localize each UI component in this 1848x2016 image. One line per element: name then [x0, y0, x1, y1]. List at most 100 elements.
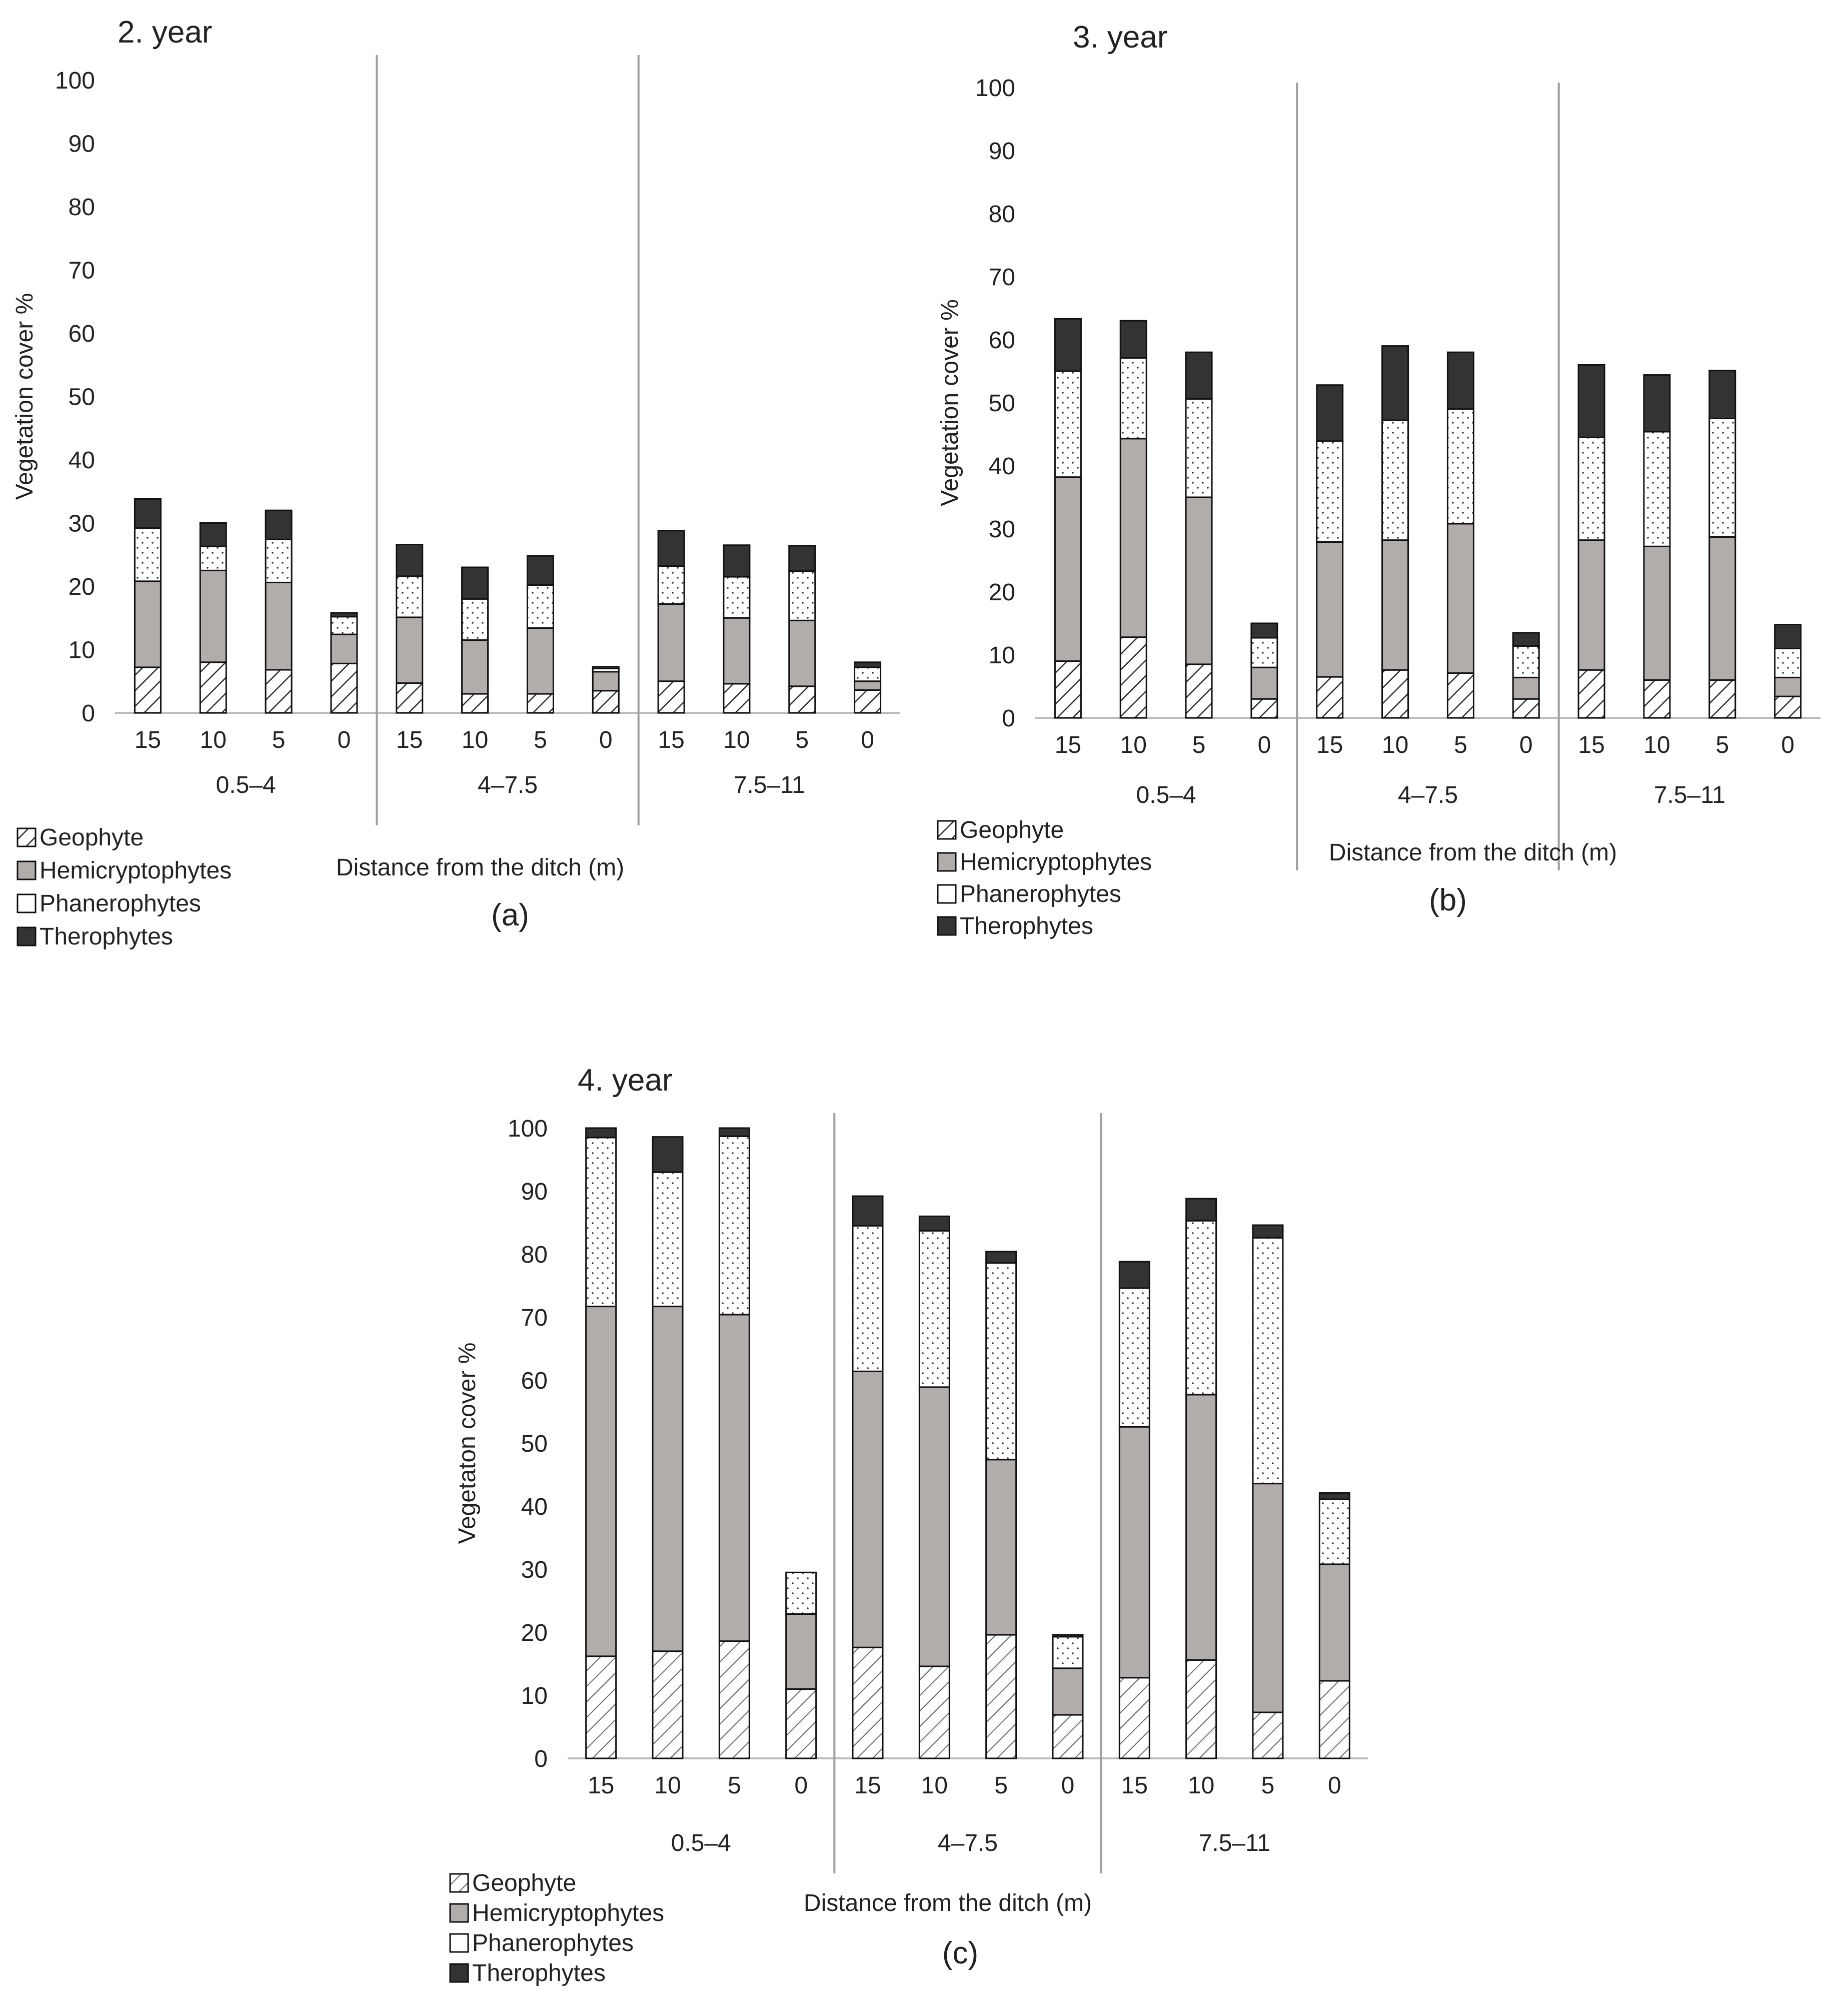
x-axis-label-a: Distance from the ditch (m): [336, 854, 624, 881]
y-tick-label-c-50: 50: [521, 1431, 548, 1457]
panel-label-b: (b): [1429, 883, 1467, 917]
y-tick-label-c-10: 10: [521, 1683, 548, 1709]
y-axis-label-c: Vegetaton cover %: [454, 1343, 481, 1544]
panel-label-c: (c): [942, 1936, 978, 1970]
y-tick-label-c-30: 30: [521, 1557, 548, 1583]
y-tick-label-c-90: 90: [521, 1179, 548, 1205]
bar-c-hemicryptophytes-g1-c0: [1052, 1667, 1084, 1716]
bar-a-phanerophytes-g2-c5: [788, 570, 816, 621]
bar-b-hemicryptophytes-g1-c10: [1381, 539, 1409, 671]
bar-c-hemicryptophytes-g1-c15: [852, 1370, 884, 1648]
bar-a-phanerophytes-g2-c0: [854, 666, 882, 682]
bar-b-phanerophytes-g0-c0: [1250, 637, 1278, 668]
bar-c-phanerophytes-g2-c5: [1252, 1237, 1284, 1485]
legend-swatch-c-hemicryptophytes: [449, 1903, 469, 1923]
legend-label-a-hemicryptophytes: Hemicryptophytes: [40, 857, 232, 884]
y-tick-label-c-80: 80: [521, 1242, 548, 1268]
y-tick-label-b-10: 10: [989, 642, 1015, 669]
x-tick-label-a-g2-0: 0: [861, 727, 874, 753]
bar-b-therophytes-g0-c15: [1054, 318, 1082, 372]
x-tick-label-c-g1-15: 15: [854, 1772, 881, 1799]
y-tick-label-b-50: 50: [989, 390, 1015, 417]
bar-c-geophyte-g1-c0: [1052, 1714, 1084, 1759]
bar-b-geophyte-g0-c10: [1119, 636, 1147, 719]
bar-b-geophyte-g2-c15: [1577, 669, 1605, 719]
y-tick-label-a-70: 70: [69, 258, 95, 284]
bar-b-geophyte-g0-c15: [1054, 660, 1082, 719]
bar-b-hemicryptophytes-g0-c0: [1250, 666, 1278, 700]
bar-a-therophytes-g1-c10: [461, 566, 489, 600]
x-tick-label-b-g0-0: 0: [1258, 732, 1271, 758]
group-label-b-2: 7.5–11: [1654, 782, 1725, 808]
legend-label-c-hemicryptophytes: Hemicryptophytes: [472, 1900, 664, 1926]
x-tick-label-a-g0-5: 5: [272, 727, 286, 753]
bar-b-phanerophytes-g1-c15: [1316, 440, 1344, 543]
x-tick-label-c-g1-5: 5: [994, 1772, 1008, 1799]
legend-swatch-b-geophyte: [937, 820, 957, 840]
legend-label-c-geophyte: Geophyte: [472, 1870, 576, 1896]
y-tick-label-c-60: 60: [521, 1368, 548, 1394]
bar-b-geophyte-g0-c0: [1250, 698, 1278, 719]
bar-a-geophyte-g1-c0: [592, 690, 620, 714]
x-tick-label-c-g2-15: 15: [1121, 1772, 1148, 1799]
x-tick-label-a-g1-10: 10: [462, 727, 488, 753]
legend-label-b-geophyte: Geophyte: [960, 817, 1064, 843]
bar-a-hemicryptophytes-g1-c10: [461, 639, 489, 695]
bar-c-phanerophytes-g0-c5: [718, 1135, 750, 1316]
y-tick-label-c-20: 20: [521, 1620, 548, 1646]
bar-a-therophytes-g0-c0: [330, 612, 358, 618]
bar-c-hemicryptophytes-g0-c5: [718, 1314, 750, 1642]
legend-swatch-c-therophytes: [449, 1963, 469, 1983]
bar-b-therophytes-g1-c0: [1512, 632, 1540, 647]
group-label-c-1: 4–7.5: [938, 1830, 998, 1856]
bar-b-hemicryptophytes-g0-c5: [1185, 496, 1213, 665]
chart-panel-a: 2. year0102030405060708090100Vegetation …: [12, 15, 900, 950]
legend-label-a-therophytes: Therophytes: [40, 923, 173, 950]
y-axis-label-a: Vegetation cover %: [12, 293, 38, 500]
bar-c-geophyte-g0-c10: [652, 1650, 684, 1759]
x-tick-label-a-g1-15: 15: [396, 727, 423, 753]
x-tick-label-b-g0-5: 5: [1192, 732, 1206, 758]
legend-swatch-c-geophyte: [449, 1873, 469, 1893]
bar-b-phanerophytes-g0-c5: [1185, 398, 1213, 498]
bar-c-phanerophytes-g2-c10: [1185, 1220, 1217, 1396]
bar-a-geophyte-g2-c15: [657, 680, 685, 714]
bar-a-hemicryptophytes-g0-c5: [265, 581, 293, 671]
y-tick-label-b-100: 100: [975, 75, 1015, 102]
bar-b-geophyte-g2-c5: [1708, 679, 1736, 719]
bar-c-hemicryptophytes-g0-c0: [785, 1613, 817, 1690]
y-tick-label-a-0: 0: [82, 700, 95, 727]
y-tick-label-a-20: 20: [69, 574, 95, 600]
y-tick-label-a-100: 100: [55, 68, 95, 94]
bar-b-therophytes-g1-c5: [1446, 351, 1474, 410]
x-tick-label-b-g0-15: 15: [1055, 732, 1081, 758]
x-axis-label-c: Distance from the ditch (m): [804, 1890, 1092, 1916]
bar-b-therophytes-g1-c15: [1316, 384, 1344, 442]
bar-a-phanerophytes-g0-c0: [330, 616, 358, 635]
x-tick-label-a-g0-15: 15: [135, 727, 161, 753]
x-tick-label-c-g2-0: 0: [1328, 1772, 1341, 1799]
bar-c-phanerophytes-g2-c0: [1318, 1498, 1350, 1565]
bar-a-therophytes-g1-c5: [526, 555, 554, 586]
bar-b-hemicryptophytes-g1-c5: [1446, 523, 1474, 674]
y-tick-label-c-70: 70: [521, 1305, 548, 1331]
x-tick-label-c-g2-10: 10: [1188, 1772, 1214, 1799]
bar-b-geophyte-g2-c0: [1774, 695, 1802, 719]
x-tick-label-c-g0-0: 0: [794, 1772, 808, 1799]
legend-swatch-a-therophytes: [17, 926, 37, 946]
group-label-a-1: 4–7.5: [478, 772, 538, 798]
bar-a-therophytes-g2-c5: [788, 545, 816, 572]
bar-c-therophytes-g1-c5: [985, 1251, 1017, 1264]
bar-a-therophytes-g0-c15: [134, 498, 162, 529]
legend-swatch-b-hemicryptophytes: [937, 852, 957, 872]
x-tick-label-a-g1-5: 5: [534, 727, 547, 753]
group-label-c-0: 0.5–4: [671, 1830, 731, 1856]
bar-c-phanerophytes-g1-c10: [918, 1230, 950, 1388]
bar-b-therophytes-g0-c5: [1185, 351, 1213, 400]
x-tick-label-b-g1-0: 0: [1519, 732, 1533, 758]
bar-b-geophyte-g1-c0: [1512, 698, 1540, 719]
bar-c-phanerophytes-g1-c0: [1052, 1636, 1084, 1669]
bar-b-therophytes-g0-c10: [1119, 320, 1147, 359]
bar-c-hemicryptophytes-g2-c15: [1118, 1426, 1150, 1679]
x-tick-label-c-g0-5: 5: [728, 1772, 741, 1799]
